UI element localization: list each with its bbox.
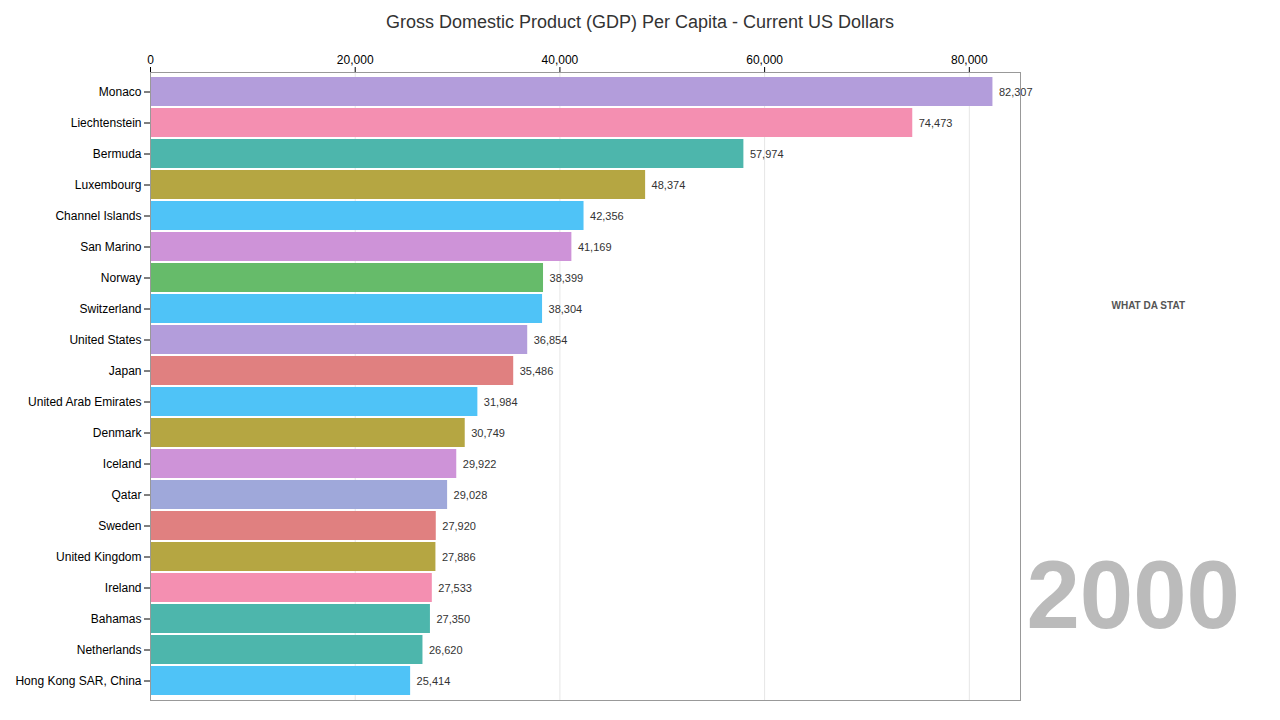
svg-text:20,000: 20,000 bbox=[337, 53, 374, 67]
svg-text:29,028: 29,028 bbox=[454, 489, 488, 501]
svg-text:57,974: 57,974 bbox=[750, 148, 784, 160]
svg-text:82,307: 82,307 bbox=[999, 86, 1033, 98]
svg-text:27,886: 27,886 bbox=[442, 551, 476, 563]
svg-text:25,414: 25,414 bbox=[417, 675, 451, 687]
svg-text:Japan: Japan bbox=[109, 364, 142, 378]
svg-text:Luxembourg: Luxembourg bbox=[75, 178, 142, 192]
svg-text:Channel Islands: Channel Islands bbox=[55, 209, 141, 223]
html-text:Gross Domestic Product (GDP) P: Gross Domestic Product (GDP) Per Capita … bbox=[385, 12, 895, 32]
svg-text:30,749: 30,749 bbox=[471, 427, 505, 439]
svg-text:26,620: 26,620 bbox=[429, 644, 463, 656]
svg-text:29,922: 29,922 bbox=[463, 458, 497, 470]
svg-text:74,473: 74,473 bbox=[919, 117, 953, 129]
svg-text:Bahamas: Bahamas bbox=[91, 612, 142, 626]
svg-text:38,304: 38,304 bbox=[549, 303, 583, 315]
svg-text:35,486: 35,486 bbox=[520, 365, 554, 377]
svg-text:Iceland: Iceland bbox=[103, 457, 142, 471]
svg-text:42,356: 42,356 bbox=[590, 210, 624, 222]
svg-text:United Arab Emirates: United Arab Emirates bbox=[28, 395, 141, 409]
svg-text:Denmark: Denmark bbox=[93, 426, 143, 440]
svg-text:27,350: 27,350 bbox=[436, 613, 470, 625]
svg-text:Norway: Norway bbox=[101, 271, 142, 285]
svg-text:Hong Kong SAR, China: Hong Kong SAR, China bbox=[15, 674, 141, 688]
svg-text:United Kingdom: United Kingdom bbox=[56, 550, 141, 564]
svg-text:80,000: 80,000 bbox=[951, 53, 988, 67]
svg-text:27,920: 27,920 bbox=[442, 520, 476, 532]
svg-text:United States: United States bbox=[69, 333, 141, 347]
svg-text:0: 0 bbox=[147, 53, 154, 67]
svg-text:Bermuda: Bermuda bbox=[93, 147, 142, 161]
svg-text:31,984: 31,984 bbox=[484, 396, 518, 408]
svg-text:41,169: 41,169 bbox=[578, 241, 612, 253]
svg-text:Ireland: Ireland bbox=[105, 581, 142, 595]
svg-text:Netherlands: Netherlands bbox=[77, 643, 142, 657]
svg-text:Qatar: Qatar bbox=[111, 488, 141, 502]
html-text:WHAT DA STAT: WHAT DA STAT bbox=[1111, 300, 1185, 311]
svg-text:Monaco: Monaco bbox=[99, 85, 142, 99]
svg-text:36,854: 36,854 bbox=[534, 334, 568, 346]
svg-text:40,000: 40,000 bbox=[542, 53, 579, 67]
svg-text:38,399: 38,399 bbox=[550, 272, 584, 284]
svg-text:Sweden: Sweden bbox=[98, 519, 141, 533]
svg-text:60,000: 60,000 bbox=[746, 53, 783, 67]
html-text:2000: 2000 bbox=[1026, 541, 1240, 648]
svg-text:48,374: 48,374 bbox=[652, 179, 686, 191]
svg-text:San Marino: San Marino bbox=[80, 240, 142, 254]
svg-text:Liechtenstein: Liechtenstein bbox=[71, 116, 142, 130]
svg-text:27,533: 27,533 bbox=[438, 582, 472, 594]
svg-text:Switzerland: Switzerland bbox=[79, 302, 141, 316]
